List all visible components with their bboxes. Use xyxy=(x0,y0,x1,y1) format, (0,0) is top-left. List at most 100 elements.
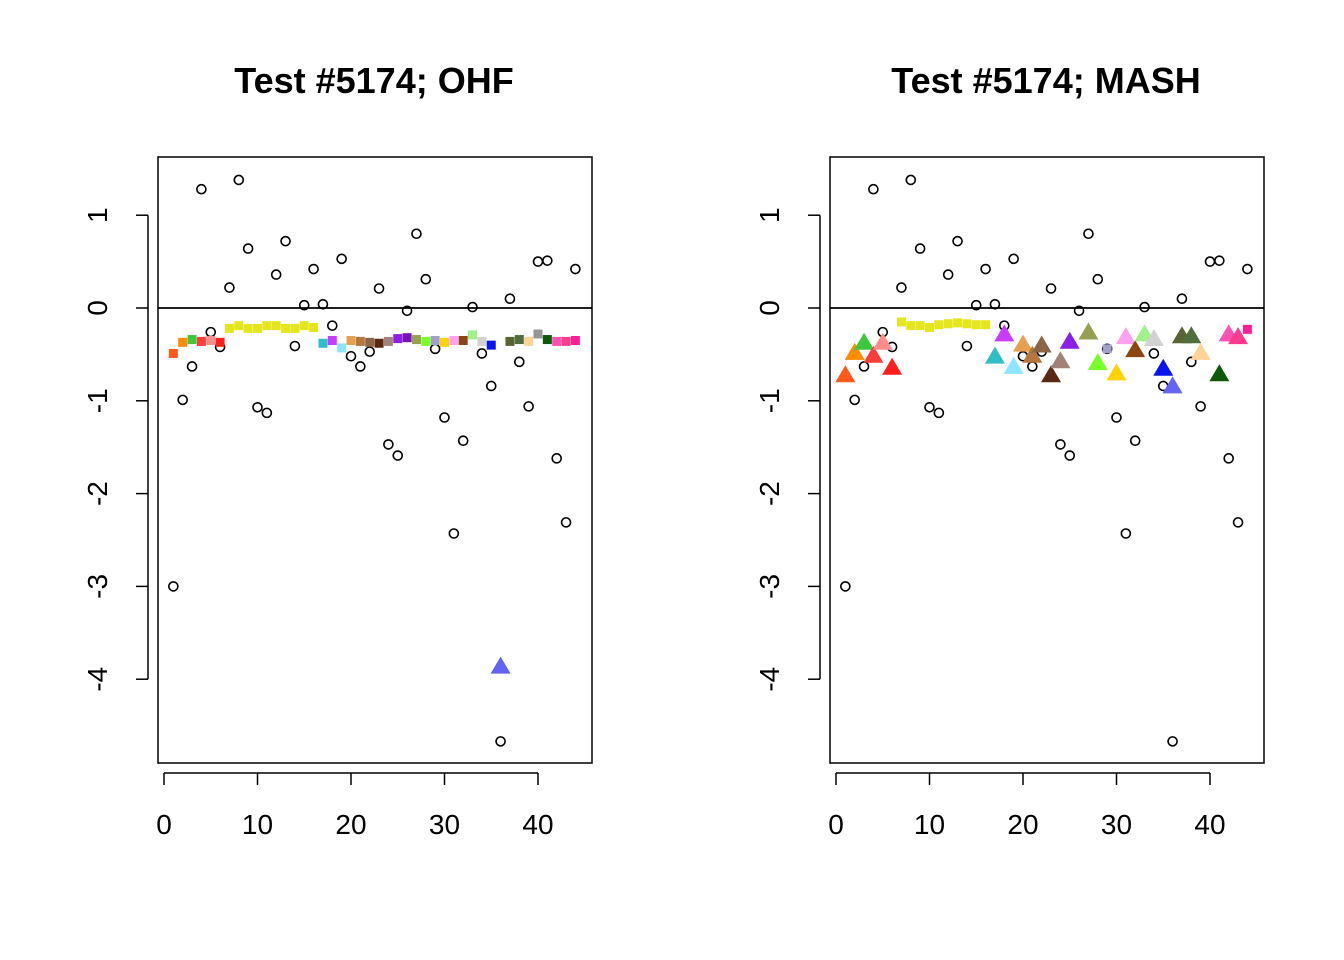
data-point-circle xyxy=(252,401,263,413)
data-point-circle xyxy=(980,263,991,275)
data-point-triangle xyxy=(1209,364,1230,382)
data-point-square xyxy=(271,321,281,331)
data-point-square xyxy=(524,336,534,346)
data-point-square xyxy=(505,336,515,346)
data-point-triangle xyxy=(1041,365,1062,383)
data-point-circle xyxy=(1027,361,1038,372)
x-tick-label: 0 xyxy=(828,809,844,840)
data-point-square xyxy=(925,322,934,332)
x-tick-label: 0 xyxy=(156,809,172,840)
data-point-square xyxy=(981,320,991,330)
series-open-circle xyxy=(168,174,581,747)
x-tick-label: 40 xyxy=(1194,809,1225,840)
data-point-square xyxy=(383,336,393,346)
data-point-circle xyxy=(961,340,973,352)
data-point-circle xyxy=(1120,528,1132,539)
data-point-square xyxy=(253,323,262,333)
series-filled-square xyxy=(896,317,1252,354)
data-point-triangle xyxy=(835,365,856,383)
data-point-square xyxy=(477,336,487,346)
data-point-square xyxy=(486,340,496,350)
x-axis: 0 10 20 30 40 xyxy=(156,772,554,840)
x-tick-label: 10 xyxy=(914,809,945,840)
data-point-circle xyxy=(1232,517,1244,528)
data-point-circle xyxy=(242,243,254,254)
data-point-circle xyxy=(1055,439,1066,450)
data-point-square xyxy=(542,335,552,345)
data-point-square xyxy=(915,321,925,331)
data-point-triangle xyxy=(872,332,893,350)
data-point-square xyxy=(1102,344,1112,354)
data-point-circle xyxy=(476,348,488,359)
data-point-square xyxy=(402,333,412,343)
data-point-triangle xyxy=(854,332,875,350)
data-point-triangle xyxy=(1013,334,1033,352)
data-point-circle xyxy=(364,346,376,357)
data-point-square xyxy=(327,335,337,345)
data-point-square xyxy=(906,321,916,331)
data-point-triangle xyxy=(984,346,1005,364)
data-point-square xyxy=(337,343,347,353)
data-point-circle xyxy=(551,453,563,464)
data-point-triangle xyxy=(1087,353,1108,371)
data-point-circle xyxy=(1176,293,1188,305)
data-point-circle xyxy=(952,235,963,247)
data-point-triangle xyxy=(994,324,1015,342)
data-point-square xyxy=(1242,324,1252,334)
data-point-circle xyxy=(858,361,870,372)
data-point-square xyxy=(393,334,403,344)
data-point-circle xyxy=(429,343,441,355)
data-point-circle xyxy=(317,298,329,310)
data-point-circle xyxy=(914,243,926,254)
data-point-circle xyxy=(942,269,954,280)
data-point-triangle xyxy=(1031,335,1052,353)
y-tick-label: -1 xyxy=(82,388,113,413)
data-point-circle xyxy=(401,305,413,317)
data-point-circle xyxy=(1195,401,1206,412)
data-point-circle xyxy=(186,361,198,372)
data-point-square xyxy=(449,335,459,345)
data-point-circle xyxy=(467,301,478,313)
data-point-circle xyxy=(905,174,917,186)
data-point-triangle xyxy=(1078,322,1099,340)
data-point-triangle xyxy=(1153,358,1174,376)
data-point-circle xyxy=(504,293,516,305)
y-tick-label: -4 xyxy=(82,667,113,692)
data-point-circle xyxy=(261,407,273,419)
y-tick-label: -3 xyxy=(82,574,113,599)
y-tick-label: 1 xyxy=(82,207,113,223)
x-tick-label: 30 xyxy=(1101,809,1132,840)
data-point-circle xyxy=(924,401,935,413)
data-point-triangle xyxy=(1143,329,1164,347)
data-point-circle xyxy=(326,320,338,331)
data-point-triangle xyxy=(1125,340,1146,358)
data-point-circle xyxy=(1167,736,1178,747)
data-point-triangle xyxy=(1181,326,1202,344)
data-point-square xyxy=(411,335,421,345)
data-point-circle xyxy=(196,183,207,195)
chart-title: Test #5174; OHF xyxy=(234,60,513,101)
data-point-circle xyxy=(420,273,432,285)
data-point-square xyxy=(962,319,972,329)
data-point-circle xyxy=(1111,412,1122,423)
data-point-circle xyxy=(448,528,460,539)
data-point-circle xyxy=(868,183,879,195)
data-point-square xyxy=(196,336,206,346)
data-point-circle xyxy=(1092,273,1104,285)
data-point-circle xyxy=(177,394,188,406)
series-filled-triangle xyxy=(490,656,511,674)
plot-frame xyxy=(829,156,1265,764)
data-point-circle xyxy=(308,263,319,275)
data-point-circle xyxy=(1064,450,1076,461)
data-point-circle xyxy=(523,401,534,412)
data-point-triangle xyxy=(1022,345,1043,363)
x-axis: 0 10 20 30 40 xyxy=(828,772,1226,840)
data-point-square xyxy=(262,321,272,331)
data-point-circle xyxy=(168,581,179,592)
data-point-square xyxy=(234,321,244,331)
data-point-square xyxy=(971,320,981,330)
data-point-square xyxy=(421,336,431,346)
data-point-circle xyxy=(345,350,357,362)
